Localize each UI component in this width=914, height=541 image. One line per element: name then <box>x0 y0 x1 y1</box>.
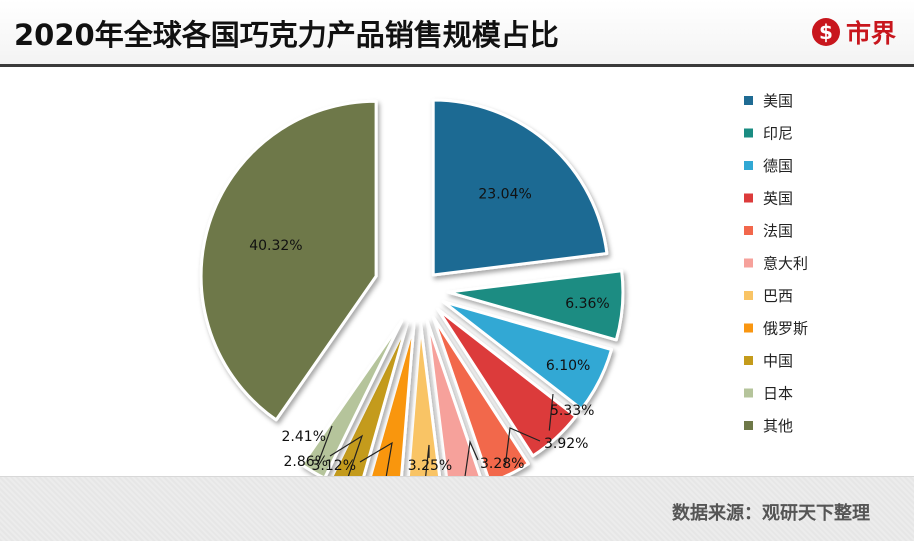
legend-label: 中国 <box>763 352 793 370</box>
legend-swatch <box>744 388 753 398</box>
pie-slice <box>431 315 530 476</box>
data-label: 3.92% <box>544 436 588 452</box>
legend-swatch <box>744 421 753 430</box>
pie-slice <box>446 269 625 342</box>
data-label: 40.32% <box>249 238 302 254</box>
pie-slice <box>425 319 482 476</box>
legend-swatch <box>744 128 753 138</box>
data-label: 6.36% <box>565 296 609 312</box>
leader-line <box>504 427 541 466</box>
legend-label: 巴西 <box>763 287 793 305</box>
leader-line <box>548 393 554 431</box>
pie-slice <box>441 300 613 411</box>
data-label: 5.33% <box>550 403 594 419</box>
pie-slice <box>436 307 578 458</box>
source-note: 数据来源：观研天下整理 <box>672 503 870 524</box>
leader-line <box>464 439 479 476</box>
header-divider <box>0 64 914 67</box>
pie-slice <box>431 98 609 277</box>
legend-label: 日本 <box>763 385 793 403</box>
legend-swatch <box>744 356 753 365</box>
legend-label: 德国 <box>763 157 793 175</box>
pie-slice <box>199 99 378 422</box>
legend-label: 英国 <box>763 190 793 208</box>
data-label: 3.12% <box>312 458 356 474</box>
brand-logo-icon: $ <box>811 18 840 46</box>
legend-label: 法国 <box>763 222 793 240</box>
footer-bar: 数据来源：观研天下整理 <box>0 476 914 541</box>
pie-slice <box>330 322 409 476</box>
data-label: 3.28% <box>480 456 524 472</box>
page-title: 2020年全球各国巧克力产品销售规模占比 <box>14 18 559 52</box>
svg-text:$: $ <box>819 20 833 44</box>
data-label: 6.10% <box>546 358 590 374</box>
brand-name: 市界 <box>845 19 896 48</box>
legend-swatch <box>744 193 753 203</box>
legend-swatch <box>744 161 753 170</box>
leader-line <box>425 444 430 476</box>
legend-swatch <box>744 323 753 333</box>
data-label: 2.86% <box>284 454 328 470</box>
leader-line <box>359 441 393 476</box>
pie-slice <box>369 322 416 476</box>
pie-chart: 23.04% 6.36% 6.10% 5.33% 3.92% 3.28% 3.25% 3.12… <box>199 92 808 476</box>
data-label: 2.41% <box>282 429 326 445</box>
legend-label: 俄罗斯 <box>763 320 808 338</box>
header-bar: 2020年全球各国巧克力产品销售规模占比 $ 市界 <box>0 0 914 64</box>
data-label: 3.25% <box>408 458 452 474</box>
leader-line <box>317 425 333 464</box>
legend-label: 印尼 <box>763 125 793 143</box>
legend-label: 意大利 <box>763 255 808 273</box>
legend-swatch <box>744 291 753 300</box>
legend-swatch <box>744 258 753 268</box>
legend-swatch <box>744 226 753 235</box>
data-label: 23.04% <box>478 187 531 203</box>
legend-label: 其他 <box>763 417 793 435</box>
legend-label: 美国 <box>763 92 793 110</box>
pie-slice <box>300 319 404 476</box>
leader-line <box>329 434 364 476</box>
pie-slice <box>406 322 442 476</box>
brand: $ 市界 <box>811 15 896 49</box>
legend-swatch <box>744 96 753 105</box>
